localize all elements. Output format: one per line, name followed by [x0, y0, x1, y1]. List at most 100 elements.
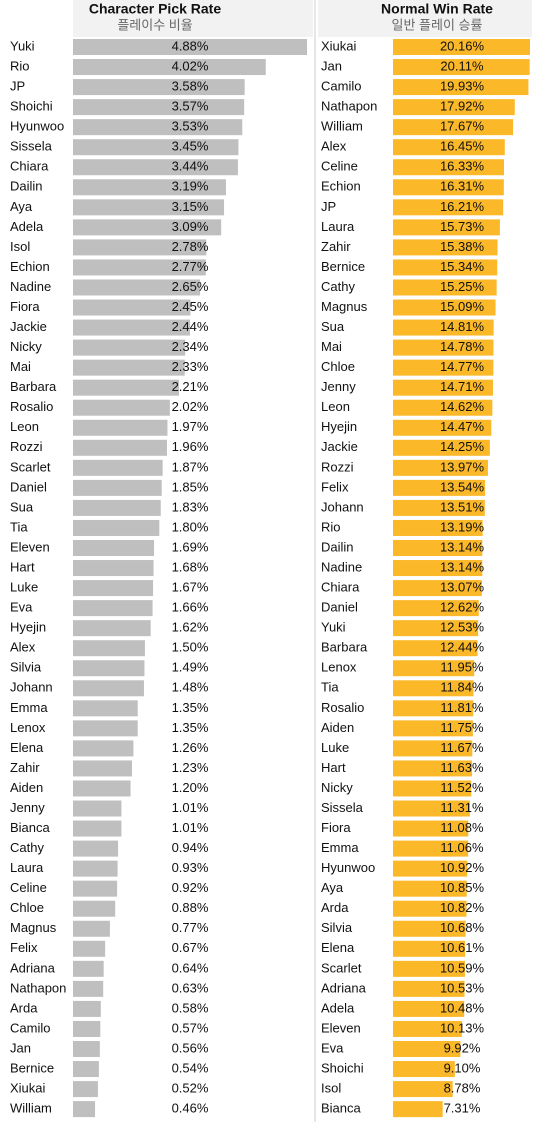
bar	[393, 1081, 453, 1098]
category-label: Jan	[10, 1040, 31, 1055]
bar	[73, 800, 122, 817]
category-label: Isol	[321, 1081, 341, 1096]
bar	[393, 299, 496, 316]
bar	[73, 780, 131, 797]
value-label: 11.81%	[440, 700, 484, 715]
bar	[393, 379, 493, 396]
bar	[73, 399, 170, 416]
bar	[393, 840, 469, 857]
category-label: Nadine	[321, 559, 362, 574]
value-label: 1.67%	[172, 580, 209, 595]
bar	[73, 1081, 98, 1098]
value-label: 13.51%	[440, 499, 485, 514]
category-label: Nicky	[321, 780, 353, 795]
bar	[73, 1020, 101, 1037]
value-label: 14.77%	[440, 359, 485, 374]
value-label: 1.01%	[172, 800, 209, 815]
value-label: 15.09%	[440, 299, 485, 314]
value-label: 2.65%	[172, 279, 209, 294]
value-label: 14.81%	[440, 319, 485, 334]
value-label: 1.35%	[172, 700, 209, 715]
category-label: Magnus	[321, 299, 368, 314]
bar	[73, 519, 160, 536]
value-label: 11.06%	[440, 840, 484, 855]
value-label: 0.67%	[172, 940, 209, 955]
value-label: 1.96%	[172, 439, 209, 454]
bar	[73, 1061, 99, 1078]
category-label: Bianca	[321, 1101, 362, 1116]
value-label: 15.25%	[440, 279, 485, 294]
value-label: 0.56%	[172, 1040, 209, 1055]
value-label: 2.77%	[172, 259, 209, 274]
value-label: 10.59%	[440, 960, 485, 975]
value-label: 1.35%	[172, 720, 209, 735]
bar	[73, 840, 119, 857]
bar	[73, 860, 118, 877]
bar	[393, 159, 504, 176]
bar	[73, 820, 122, 837]
bar	[393, 980, 465, 997]
value-label: 13.07%	[440, 580, 485, 595]
category-label: Daniel	[10, 479, 47, 494]
bar	[393, 900, 467, 917]
category-label: Tia	[321, 680, 339, 695]
value-label: 11.08%	[440, 820, 484, 835]
category-label: Alex	[321, 139, 347, 154]
category-label: Rio	[10, 58, 30, 73]
bar	[393, 600, 479, 617]
bar	[73, 540, 155, 556]
bar	[73, 580, 154, 597]
value-label: 14.62%	[440, 399, 485, 414]
bar	[73, 720, 138, 737]
bar	[393, 399, 493, 416]
category-label: Cathy	[10, 840, 44, 855]
category-label: Adriana	[321, 980, 367, 995]
value-label: 0.54%	[172, 1060, 209, 1075]
value-label: 16.21%	[440, 199, 485, 214]
value-label: 12.53%	[440, 620, 485, 635]
value-label: 11.75%	[440, 720, 484, 735]
bar	[73, 39, 307, 55]
category-label: Jenny	[321, 379, 356, 394]
value-label: 10.48%	[440, 1000, 485, 1015]
bar	[73, 760, 132, 777]
bar	[73, 219, 222, 236]
category-label: Lenox	[10, 720, 46, 735]
value-label: 4.02%	[172, 58, 209, 73]
category-label: Jenny	[10, 800, 45, 815]
value-label: 13.14%	[440, 539, 485, 554]
value-label: 3.19%	[172, 179, 209, 194]
bar	[393, 540, 483, 556]
value-label: 1.48%	[172, 680, 209, 695]
category-label: Shoichi	[10, 99, 53, 114]
bar	[393, 940, 466, 957]
category-label: Rosalio	[10, 399, 53, 414]
category-label: Hart	[10, 559, 35, 574]
category-label: Rozzi	[321, 459, 354, 474]
value-label: 1.69%	[172, 539, 209, 554]
value-label: 1.66%	[172, 600, 209, 615]
category-label: Sissela	[321, 800, 364, 815]
value-label: 1.80%	[172, 519, 209, 534]
category-label: Leon	[10, 419, 39, 434]
bar	[73, 319, 190, 336]
bar	[73, 359, 185, 376]
category-label: Leon	[321, 399, 350, 414]
category-label: Aya	[321, 880, 344, 895]
bar	[393, 1020, 462, 1037]
category-label: Fiora	[10, 299, 40, 314]
value-label: 11.84%	[440, 680, 484, 695]
value-label: 0.88%	[172, 900, 209, 915]
category-label: Jan	[321, 58, 342, 73]
bar	[393, 119, 514, 136]
chart-title: Normal Win Rate	[381, 1, 493, 17]
value-label: 10.61%	[440, 940, 485, 955]
category-label: Isol	[10, 239, 30, 254]
bar	[393, 519, 483, 536]
bar	[393, 59, 530, 76]
category-label: Tia	[10, 519, 28, 534]
category-label: Xiukai	[321, 38, 357, 53]
value-label: 12.62%	[440, 600, 485, 615]
value-label: 11.63%	[440, 760, 484, 775]
bar	[393, 800, 470, 817]
